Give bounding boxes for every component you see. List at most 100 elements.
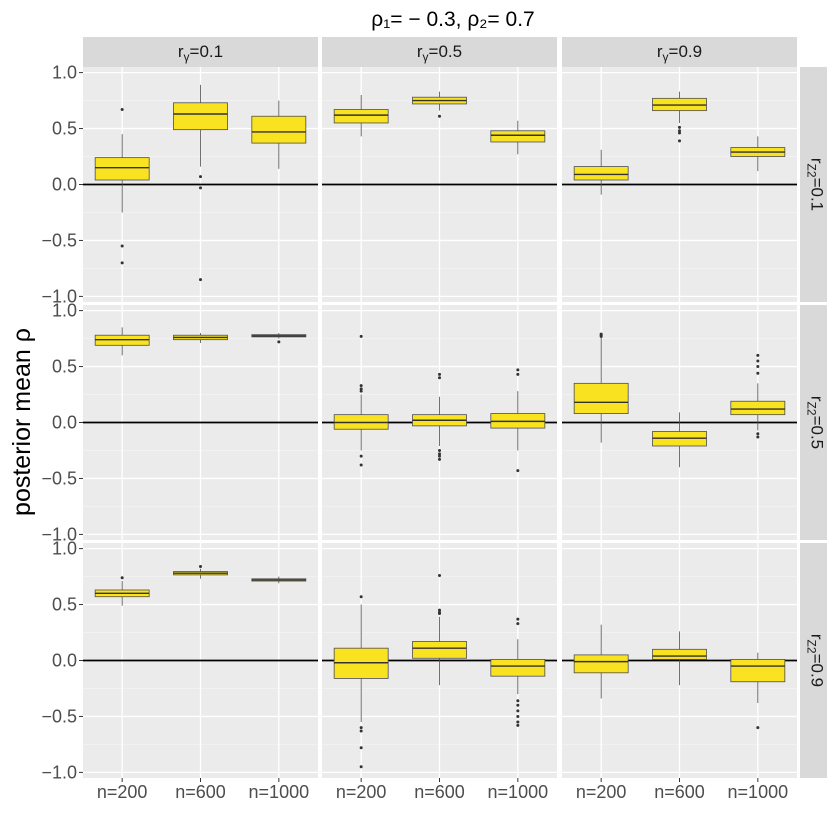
boxplot <box>251 332 307 344</box>
row-strip: rZ2=0.5 <box>800 305 827 540</box>
boxplot <box>94 108 150 265</box>
y-tick-label: −1.0 <box>41 762 77 782</box>
row-strip-background <box>800 67 827 302</box>
outlier-point <box>599 334 603 338</box>
boxplot <box>333 595 389 769</box>
y-tick-label: 0.0 <box>52 175 77 195</box>
row-strip: rZ2=0.1 <box>800 67 827 302</box>
outlier-point <box>359 454 363 458</box>
facet-panel <box>83 305 318 540</box>
outlier-point <box>678 125 681 129</box>
outlier-point <box>199 565 202 568</box>
boxplot <box>251 100 307 169</box>
y-tick-label: 1.0 <box>52 539 77 559</box>
outlier-point <box>516 720 520 724</box>
boxplot <box>573 624 629 699</box>
column-strip-label: rγ=0.9 <box>657 42 702 64</box>
boxplot <box>94 327 150 356</box>
row-strip-label: rZ2=0.5 <box>804 396 826 449</box>
outlier-point <box>277 340 281 344</box>
row-strip-label: rZ2=0.1 <box>804 158 826 211</box>
column-strip-label: rγ=0.1 <box>178 42 223 64</box>
outlier-point <box>438 452 441 456</box>
boxplot <box>412 573 467 686</box>
outlier-point <box>756 726 760 730</box>
column-strip: rγ=0.5 <box>322 37 557 67</box>
outlier-point <box>756 432 760 436</box>
boxplot <box>730 652 786 730</box>
outlier-point <box>756 353 760 357</box>
outlier-point <box>516 699 520 703</box>
boxplot <box>94 576 150 606</box>
boxplot <box>412 91 467 118</box>
outlier-point <box>199 278 202 282</box>
x-tick-label: n=600 <box>654 782 705 802</box>
x-tick-label: n=1000 <box>249 782 310 802</box>
outlier-point <box>120 244 124 248</box>
box <box>490 658 546 677</box>
column-strip-background <box>322 37 557 67</box>
boxplot <box>173 332 228 344</box>
boxplot <box>173 565 228 579</box>
y-tick-label: 0.5 <box>52 357 77 377</box>
column-strip: rγ=0.9 <box>562 37 797 67</box>
outlier-point <box>516 622 520 626</box>
outlier-point <box>756 359 760 363</box>
box <box>573 382 629 414</box>
outlier-point <box>756 435 760 439</box>
boxplot <box>730 136 786 172</box>
box <box>573 166 629 181</box>
boxplot <box>333 94 389 137</box>
outlier-point <box>516 368 520 372</box>
x-tick-label: n=600 <box>414 782 465 802</box>
row-strip-background <box>800 543 827 778</box>
boxplot <box>652 631 707 686</box>
outlier-point <box>199 175 202 179</box>
outlier-point <box>120 108 124 112</box>
x-tick-label: n=200 <box>576 782 627 802</box>
box <box>412 641 467 659</box>
box <box>573 654 629 674</box>
outlier-point <box>678 131 681 135</box>
boxplot <box>652 91 707 143</box>
outlier-point <box>359 463 363 467</box>
outlier-point <box>438 376 441 380</box>
box <box>333 109 389 124</box>
outlier-point <box>359 387 363 391</box>
y-tick-label: −1.0 <box>41 286 77 306</box>
boxplot <box>412 372 467 461</box>
y-tick-label: −1.0 <box>41 524 77 544</box>
boxplot <box>490 368 546 473</box>
row-strip-label: rZ2=0.9 <box>804 634 826 687</box>
column-strip-background <box>83 37 318 67</box>
outlier-point <box>438 114 441 118</box>
boxplot <box>730 353 786 439</box>
boxplot <box>333 334 389 467</box>
row-strip: rZ2=0.9 <box>800 543 827 778</box>
y-tick-label: −0.5 <box>41 230 77 250</box>
y-tick-label: 1.0 <box>52 63 77 83</box>
column-strip-label: rγ=0.5 <box>417 42 462 64</box>
outlier-point <box>516 469 520 473</box>
box <box>730 658 786 683</box>
plot-area: rγ=0.1 rγ=0.5 rγ=0.9 rZ2=0.1 rZ2=0.5 rZ2=0.9 1… <box>41 37 827 802</box>
outlier-point <box>438 573 441 577</box>
box <box>490 130 546 143</box>
outlier-point <box>756 371 760 375</box>
boxplot <box>652 412 707 468</box>
outlier-point <box>359 726 363 730</box>
outlier-point <box>359 746 363 750</box>
y-tick-label: −0.5 <box>41 706 77 726</box>
box <box>251 115 307 144</box>
x-tick-label: n=200 <box>336 782 387 802</box>
facet-panel <box>322 67 557 302</box>
outlier-point <box>678 139 681 143</box>
outlier-point <box>516 372 520 376</box>
y-tick-label: 0.0 <box>52 413 77 433</box>
outlier-point <box>359 384 363 388</box>
row-strip-background <box>800 305 827 540</box>
x-tick-label: n=200 <box>97 782 148 802</box>
outlier-point <box>359 765 363 769</box>
y-axis-title: posterior mean ρ <box>8 328 36 516</box>
